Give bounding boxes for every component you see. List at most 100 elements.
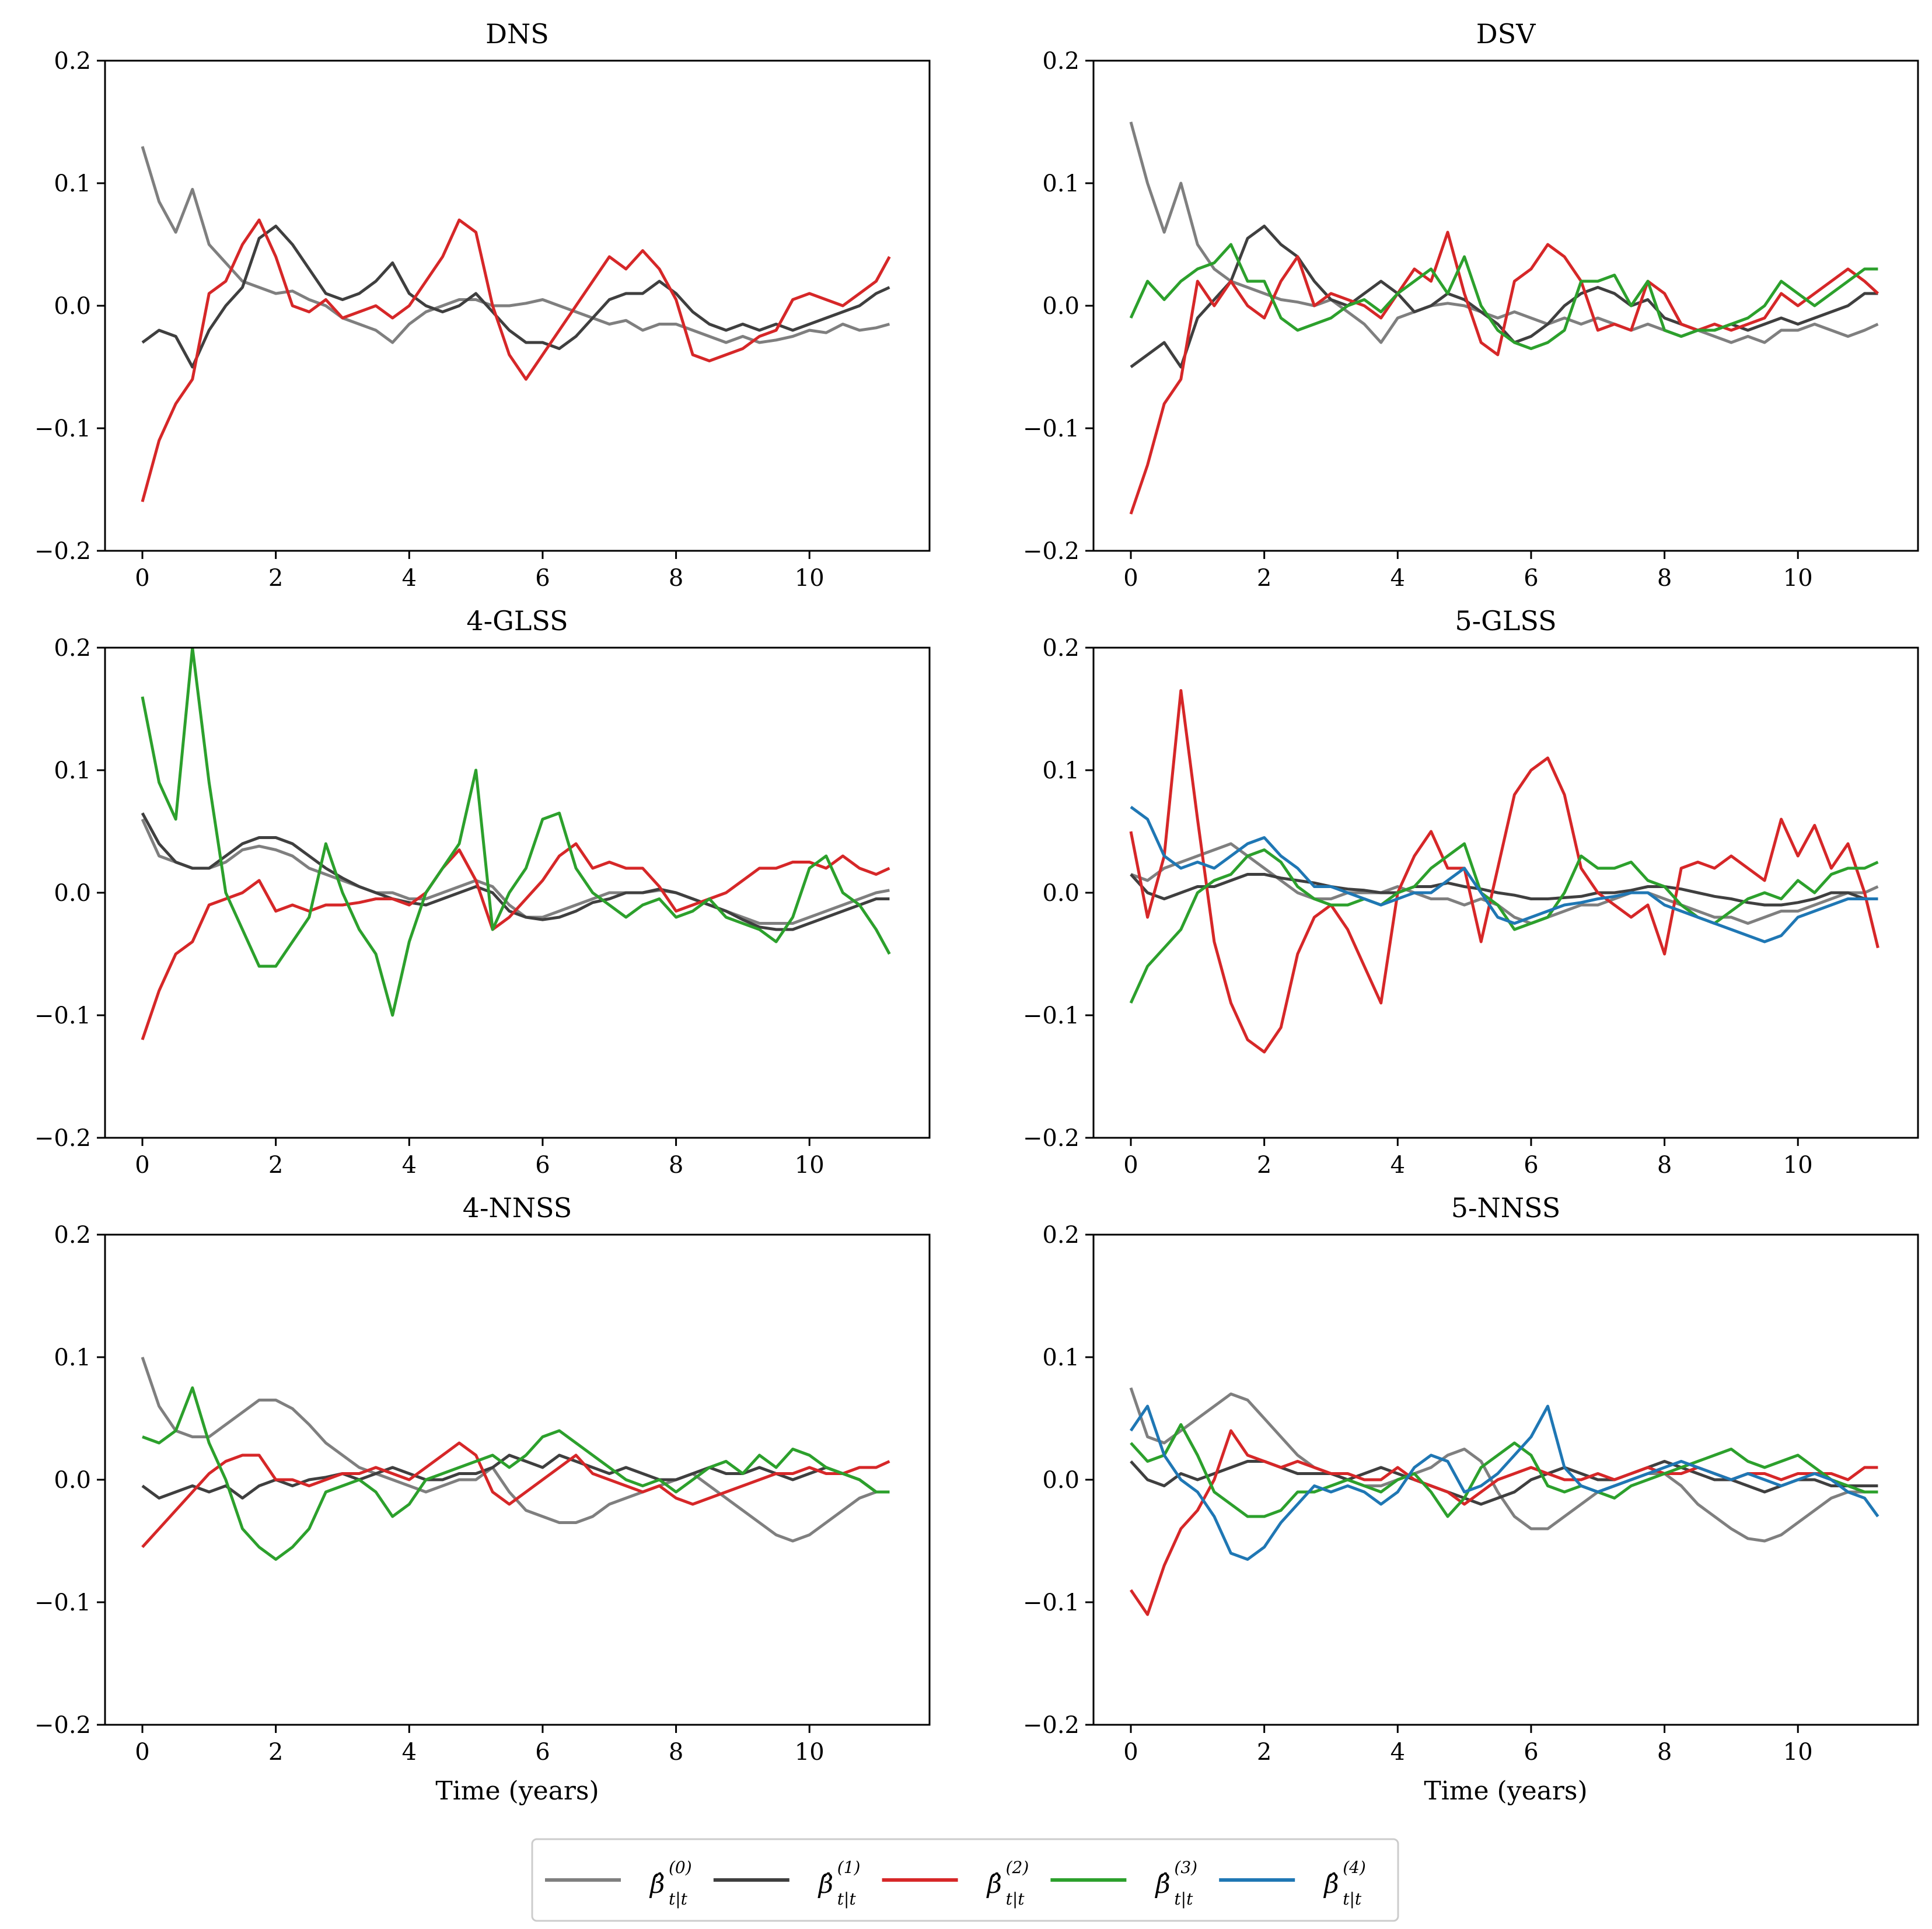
x-tick-label: 0 [135, 1739, 149, 1766]
x-tick-label: 4 [402, 1152, 417, 1179]
series-line-beta1 [141, 225, 890, 369]
legend-item-beta0: β̂(0) t|t [545, 1858, 692, 1909]
x-tick-label: 0 [135, 1152, 149, 1179]
x-tick-label: 10 [1783, 1739, 1813, 1766]
series-line-beta2 [141, 1441, 890, 1549]
series-line-beta1 [141, 812, 890, 931]
y-tick-label: 0.0 [54, 880, 91, 907]
series-line-beta2 [1129, 1429, 1878, 1616]
y-tick-label: −0.2 [34, 1712, 91, 1739]
series-line-beta2 [1129, 689, 1879, 1054]
x-tick-label: 2 [268, 1152, 283, 1179]
series-line-beta0 [1129, 1387, 1878, 1543]
x-tick-label: 6 [1524, 1739, 1538, 1766]
y-tick-label: 0.0 [1042, 293, 1079, 320]
x-tick-label: 4 [1391, 565, 1405, 592]
x-tick-label: 4 [402, 565, 417, 592]
legend-item-beta4: β̂(4) t|t [1219, 1858, 1366, 1909]
series-line-beta1 [141, 1453, 890, 1500]
y-tick-label: −0.2 [1023, 1712, 1079, 1739]
x-tick-label: 8 [1657, 1152, 1672, 1179]
series-line-beta3 [1129, 243, 1878, 350]
legend-label-sub: t|t [669, 1889, 688, 1909]
series-line-beta3 [1130, 1423, 1878, 1518]
x-tick-label: 4 [1391, 1739, 1405, 1766]
x-tick-label: 0 [135, 565, 149, 592]
legend-label-sub: t|t [1174, 1889, 1193, 1909]
x-tick-label: 8 [669, 1739, 683, 1766]
x-tick-label: 4 [402, 1739, 417, 1766]
series-line-beta0 [1129, 121, 1879, 344]
series-line-beta2 [141, 218, 891, 502]
legend-frame [531, 1838, 1399, 1922]
legend-label-base: β̂ [986, 1869, 1002, 1899]
x-tick-label: 0 [1123, 1739, 1138, 1766]
series-line-beta3 [141, 648, 891, 1017]
panels-group: 0 2 4 6 8 10 −0.2 −0.1 0.0 0.1 0.2 DNS 0 2 4 6 8 10 −0.2 −0… [34, 18, 1919, 1806]
y-tick-label: −0.1 [1023, 1589, 1079, 1616]
panel-4-nnss: 0 2 4 6 8 10 −0.2 −0.1 0.0 0.1 0.2 4-NNSS Time (year… [34, 1192, 931, 1806]
y-tick-label: −0.2 [1023, 538, 1079, 565]
y-tick-label: 0.0 [1042, 1467, 1079, 1494]
y-tick-label: 0.2 [1042, 48, 1079, 75]
series-line-beta0 [141, 146, 890, 344]
series-line-beta0 [1130, 842, 1879, 925]
series-line-beta2 [141, 842, 890, 1040]
y-tick-label: 0.1 [54, 170, 91, 197]
x-tick-label: 2 [268, 565, 283, 592]
legend-item-beta3: β̂(3) t|t [1050, 1858, 1197, 1909]
legend-label-base: β̂ [817, 1869, 833, 1899]
x-tick-label: 8 [1657, 565, 1672, 592]
legend-label-sub: t|t [837, 1889, 857, 1909]
x-tick-label: 10 [795, 1739, 824, 1766]
x-tick-label: 8 [669, 565, 683, 592]
legend-label-sup: (4) [1343, 1858, 1366, 1877]
series-line-beta2 [1129, 230, 1879, 515]
panel-5-nnss: 0 2 4 6 8 10 −0.2 −0.1 0.0 0.1 0.2 5-NNSS Time (year… [1023, 1192, 1919, 1806]
legend: β̂(0)t|t β̂(1)t|t β̂(2)t|t β̂(3)t|t β̂(4)t|t [531, 1838, 1399, 1922]
x-tick-label: 6 [535, 565, 550, 592]
series-line-beta1 [1130, 873, 1878, 907]
panel-4-glss: 0 2 4 6 8 10 −0.2 −0.1 0.0 0.1 0.2 4-GLSS [34, 605, 931, 1179]
y-tick-label: −0.2 [34, 538, 91, 565]
y-tick-label: −0.1 [1023, 415, 1079, 442]
y-tick-label: 0.2 [1042, 1222, 1079, 1249]
legend-label-sub: t|t [1343, 1889, 1362, 1909]
legend-label-sup: (1) [837, 1858, 861, 1877]
x-tick-label: 2 [1257, 565, 1271, 592]
x-tick-label: 8 [669, 1152, 683, 1179]
y-tick-label: 0.2 [54, 1222, 91, 1249]
x-axis-label: Time (years) [1424, 1776, 1587, 1806]
x-tick-label: 0 [1123, 1152, 1138, 1179]
series-line-beta0 [141, 1357, 890, 1543]
axes-frame [1092, 60, 1919, 552]
x-tick-label: 0 [1123, 565, 1138, 592]
y-tick-label: 0.2 [1042, 635, 1079, 662]
panel-5-glss: 0 2 4 6 8 10 −0.2 −0.1 0.0 0.1 0.2 5-GLSS [1023, 605, 1919, 1179]
panel-title: 5-NNSS [1451, 1192, 1561, 1224]
y-tick-label: 0.0 [54, 1467, 91, 1494]
y-tick-label: −0.1 [34, 1002, 91, 1029]
series-line-beta0 [141, 818, 890, 925]
y-tick-label: 0.0 [1042, 880, 1079, 907]
series-line-beta1 [1130, 225, 1878, 369]
y-tick-label: −0.1 [1023, 1002, 1079, 1029]
x-tick-label: 6 [535, 1739, 550, 1766]
panel-dsv: 0 2 4 6 8 10 −0.2 −0.1 0.0 0.1 0.2 DSV [1023, 18, 1919, 592]
legend-label-base: β̂ [649, 1869, 665, 1899]
series-line-beta3 [142, 1386, 890, 1561]
x-tick-label: 6 [535, 1152, 550, 1179]
panel-title: DSV [1476, 18, 1536, 50]
series-line-beta3 [1129, 842, 1879, 1004]
y-tick-label: 0.1 [54, 757, 91, 784]
panel-title: 4-NNSS [463, 1192, 572, 1224]
legend-item-beta1: β̂(1) t|t [713, 1858, 861, 1909]
y-tick-label: 0.0 [54, 293, 91, 320]
x-tick-label: 6 [1524, 565, 1538, 592]
y-tick-label: 0.1 [1042, 1344, 1079, 1371]
y-tick-label: −0.1 [34, 415, 91, 442]
x-tick-label: 2 [1257, 1152, 1271, 1179]
x-axis-label: Time (years) [435, 1776, 599, 1806]
y-tick-label: 0.2 [54, 635, 91, 662]
